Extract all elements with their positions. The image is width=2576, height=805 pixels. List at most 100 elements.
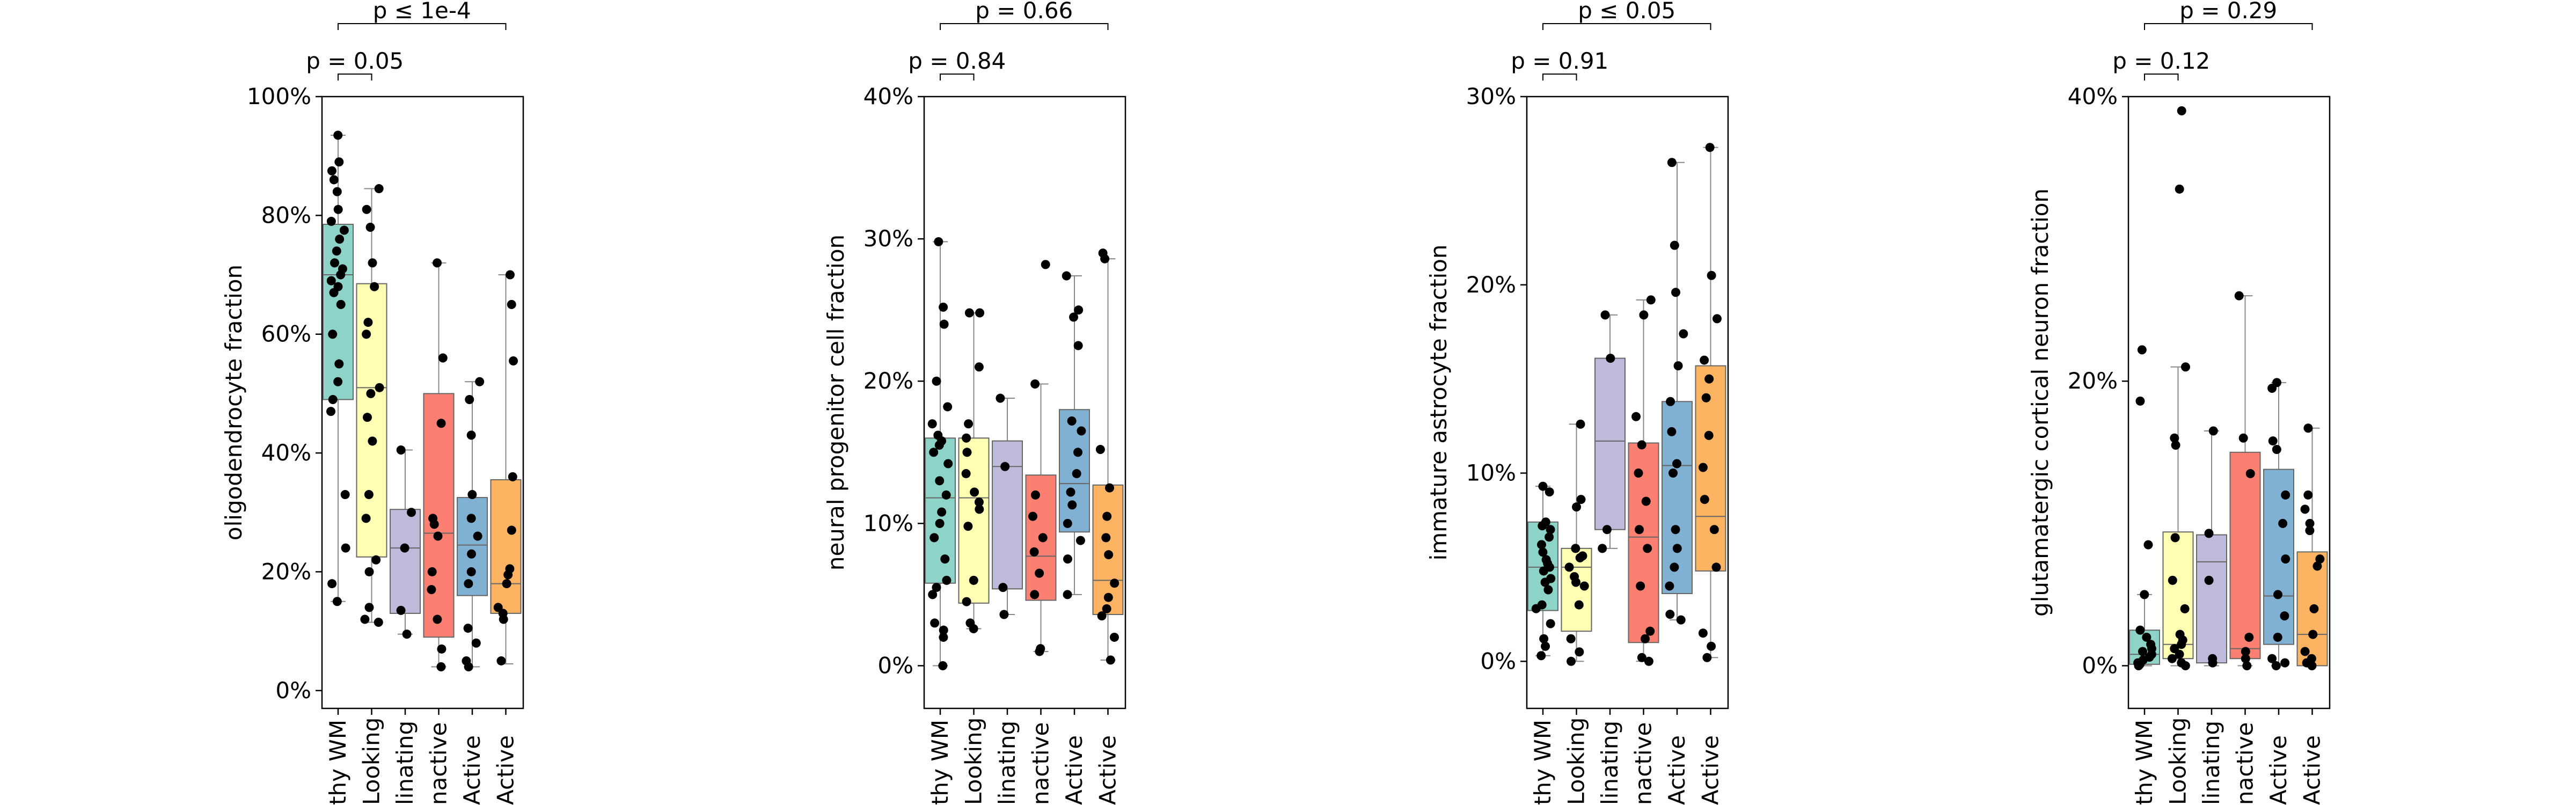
data-point	[1667, 158, 1677, 167]
data-point	[2273, 590, 2282, 599]
y-axis-label: oligodendrocyte fraction	[221, 265, 247, 540]
data-point	[463, 624, 473, 633]
data-point	[1069, 312, 1079, 322]
data-point	[507, 525, 516, 535]
data-point	[974, 362, 984, 372]
significance-bracket	[1542, 74, 1577, 80]
p-value-label: p = 0.12	[2112, 48, 2210, 74]
box	[1628, 442, 1659, 643]
data-point	[374, 618, 383, 627]
data-point	[475, 377, 485, 386]
x-tick-label: Active	[493, 735, 519, 805]
data-point	[1074, 305, 1084, 315]
data-point	[1598, 544, 1607, 553]
data-point	[1531, 604, 1541, 613]
data-point	[1104, 550, 1114, 560]
data-point	[1066, 487, 1075, 497]
data-point	[1538, 481, 1548, 491]
x-tick-label: nactive	[1630, 722, 1657, 805]
x-tick-label: Looking	[961, 718, 987, 805]
data-point	[2170, 533, 2180, 543]
data-point	[962, 433, 971, 443]
y-tick-label: 60%	[261, 321, 311, 347]
p-value-label: p ≤ 1e-4	[373, 0, 471, 24]
data-point	[932, 376, 941, 386]
data-point	[509, 356, 518, 366]
data-point	[1536, 540, 1546, 550]
data-point	[1665, 610, 1675, 619]
data-point	[1671, 525, 1680, 535]
data-point	[368, 436, 377, 446]
significance-bracket	[940, 23, 1109, 30]
data-point	[1110, 579, 1119, 588]
box	[958, 437, 990, 604]
data-point	[1103, 592, 1113, 602]
data-point	[943, 459, 953, 469]
data-point	[473, 531, 482, 541]
data-point	[939, 632, 948, 642]
data-point	[438, 353, 448, 363]
significance-bracket	[2144, 74, 2179, 80]
data-point	[1105, 483, 1115, 493]
data-point	[466, 430, 476, 440]
data-point	[1709, 525, 1719, 535]
p-value-label: p = 0.66	[975, 0, 1073, 24]
data-point	[1701, 393, 1711, 402]
data-point	[362, 330, 371, 339]
data-point	[2305, 526, 2315, 536]
data-point	[364, 567, 374, 576]
data-point	[1670, 562, 1679, 572]
data-point	[499, 614, 508, 624]
data-point	[433, 258, 442, 268]
data-point	[1000, 462, 1010, 471]
data-point	[1067, 416, 1077, 426]
data-point	[975, 308, 985, 318]
data-point	[464, 662, 473, 672]
data-point	[962, 597, 971, 606]
data-point	[362, 204, 371, 214]
data-point	[327, 579, 337, 589]
data-point	[1639, 310, 1649, 320]
data-point	[2245, 469, 2255, 479]
data-point	[1645, 626, 1655, 636]
data-point	[2280, 611, 2289, 621]
data-point	[334, 157, 344, 167]
data-point	[336, 270, 346, 280]
data-point	[2281, 490, 2290, 500]
data-point	[1667, 427, 1677, 436]
data-point	[1711, 562, 1721, 572]
data-point	[1075, 536, 1085, 545]
data-point	[939, 625, 948, 635]
data-point	[2273, 632, 2282, 642]
data-point	[1545, 532, 1554, 542]
data-point	[2180, 362, 2190, 372]
y-tick-label: 30%	[863, 225, 913, 252]
box	[1594, 357, 1626, 530]
panel-2: 0% 10% 20% 30% 40% neural progenitor cell fra…	[823, 0, 1126, 805]
data-point	[407, 508, 416, 517]
data-point	[927, 419, 937, 429]
data-point	[2142, 632, 2151, 642]
data-point	[2204, 529, 2214, 538]
data-point	[335, 235, 345, 244]
box	[1662, 401, 1693, 595]
data-point	[1631, 412, 1641, 421]
p-value-label: p = 0.05	[306, 48, 404, 74]
data-point	[2208, 658, 2218, 668]
data-point	[1566, 634, 1576, 643]
p-value-label: p = 0.84	[908, 48, 1006, 74]
data-point	[1704, 430, 1714, 440]
x-tick-label: Active	[1061, 735, 1087, 805]
data-point	[2167, 654, 2177, 663]
data-point	[427, 567, 437, 576]
data-point	[969, 624, 978, 634]
data-point	[1545, 487, 1554, 497]
data-point	[1063, 518, 1072, 528]
data-point	[365, 222, 375, 232]
data-point	[1546, 525, 1555, 535]
data-point	[999, 610, 1009, 619]
y-tick-label: 20%	[2068, 368, 2118, 394]
x-tick-label: linating	[1597, 721, 1623, 805]
x-tick-label: Looking	[358, 718, 385, 805]
data-point	[1109, 632, 1119, 642]
